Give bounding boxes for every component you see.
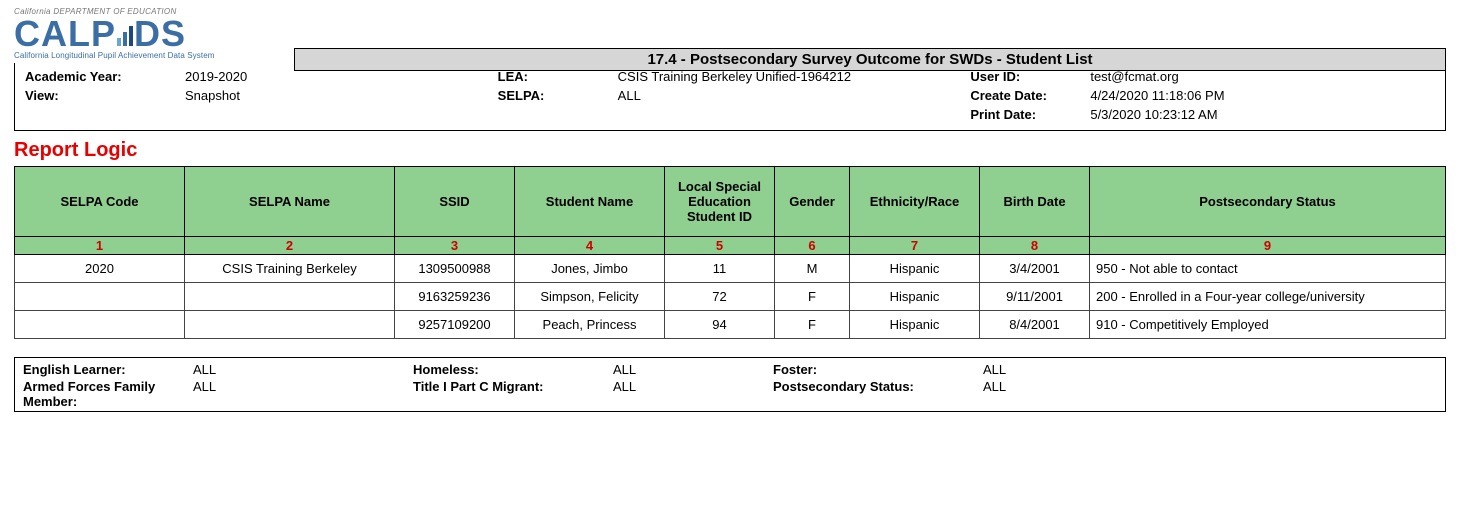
col-number: 1 xyxy=(15,237,185,255)
filter-key: Title I Part C Migrant: xyxy=(413,379,613,409)
student-list-table: SELPA Code SELPA Name SSID Student Name … xyxy=(14,166,1446,339)
cell-gender: F xyxy=(775,283,850,311)
meta-value: ALL xyxy=(618,88,641,103)
cell-local-id: 11 xyxy=(665,255,775,283)
cell-birthdate: 3/4/2001 xyxy=(980,255,1090,283)
meta-value: test@fcmat.org xyxy=(1090,69,1178,84)
cell-status: 200 - Enrolled in a Four-year college/un… xyxy=(1090,283,1446,311)
meta-value: 4/24/2020 11:18:06 PM xyxy=(1090,88,1224,103)
col-number: 5 xyxy=(665,237,775,255)
cell-status: 950 - Not able to contact xyxy=(1090,255,1446,283)
meta-value: 5/3/2020 10:23:12 AM xyxy=(1090,107,1217,122)
cell-student-name: Simpson, Felicity xyxy=(515,283,665,311)
table-number-row: 1 2 3 4 5 6 7 8 9 xyxy=(15,237,1446,255)
cell-ssid: 9163259236 xyxy=(395,283,515,311)
col-number: 8 xyxy=(980,237,1090,255)
col-number: 9 xyxy=(1090,237,1446,255)
cell-selpa-code xyxy=(15,283,185,311)
table-row: 2020 CSIS Training Berkeley 1309500988 J… xyxy=(15,255,1446,283)
cell-selpa-name xyxy=(185,283,395,311)
cell-student-name: Peach, Princess xyxy=(515,311,665,339)
cell-birthdate: 8/4/2001 xyxy=(980,311,1090,339)
cell-ssid: 1309500988 xyxy=(395,255,515,283)
filter-key: Homeless: xyxy=(413,362,613,377)
filter-value: ALL xyxy=(983,379,1093,409)
col-header: Ethnicity/Race xyxy=(850,167,980,237)
cell-status: 910 - Competitively Employed xyxy=(1090,311,1446,339)
section-heading: Report Logic xyxy=(14,139,1446,162)
meta-key: Create Date: xyxy=(970,88,1090,103)
col-header: SSID xyxy=(395,167,515,237)
logo-text-left: CALP xyxy=(14,13,116,54)
col-number: 4 xyxy=(515,237,665,255)
col-number: 3 xyxy=(395,237,515,255)
filter-summary: English Learner: ALL Homeless: ALL Foste… xyxy=(14,357,1446,412)
col-header: Student Name xyxy=(515,167,665,237)
filter-value: ALL xyxy=(613,362,773,377)
col-header: SELPA Name xyxy=(185,167,395,237)
cell-local-id: 72 xyxy=(665,283,775,311)
cell-ssid: 9257109200 xyxy=(395,311,515,339)
filter-value: ALL xyxy=(193,362,413,377)
col-number: 7 xyxy=(850,237,980,255)
cell-ethnicity: Hispanic xyxy=(850,311,980,339)
meta-key: Print Date: xyxy=(970,107,1090,122)
filter-key: English Learner: xyxy=(23,362,193,377)
cell-ethnicity: Hispanic xyxy=(850,255,980,283)
col-number: 2 xyxy=(185,237,395,255)
meta-key: User ID: xyxy=(970,69,1090,84)
meta-value: CSIS Training Berkeley Unified-1964212 xyxy=(618,69,851,84)
col-header: SELPA Code xyxy=(15,167,185,237)
meta-key: Academic Year: xyxy=(25,69,185,84)
filter-value: ALL xyxy=(193,379,413,409)
col-header: Birth Date xyxy=(980,167,1090,237)
cell-selpa-code xyxy=(15,311,185,339)
filter-value: ALL xyxy=(983,362,1093,377)
cell-selpa-code: 2020 xyxy=(15,255,185,283)
cell-birthdate: 9/11/2001 xyxy=(980,283,1090,311)
meta-key: View: xyxy=(25,88,185,103)
col-header: Postsecondary Status xyxy=(1090,167,1446,237)
report-title: 17.4 - Postsecondary Survey Outcome for … xyxy=(294,48,1446,71)
table-row: 9257109200 Peach, Princess 94 F Hispanic… xyxy=(15,311,1446,339)
col-header: Local Special Education Student ID xyxy=(665,167,775,237)
report-metadata: Academic Year:2019-2020 View:Snapshot LE… xyxy=(14,63,1446,131)
filter-key: Postsecondary Status: xyxy=(773,379,983,409)
calpads-logo: California DEPARTMENT OF EDUCATION CALPD… xyxy=(14,8,215,60)
col-number: 6 xyxy=(775,237,850,255)
filter-key: Armed Forces Family Member: xyxy=(23,379,193,409)
cell-selpa-name: CSIS Training Berkeley xyxy=(185,255,395,283)
filter-value: ALL xyxy=(613,379,773,409)
report-header: California DEPARTMENT OF EDUCATION CALPD… xyxy=(14,8,1446,61)
logo-bars-icon xyxy=(116,16,134,52)
meta-key: SELPA: xyxy=(498,88,618,103)
meta-value: Snapshot xyxy=(185,88,240,103)
logo-text-right: DS xyxy=(134,13,186,54)
table-row: 9163259236 Simpson, Felicity 72 F Hispan… xyxy=(15,283,1446,311)
meta-key: LEA: xyxy=(498,69,618,84)
cell-gender: M xyxy=(775,255,850,283)
cell-ethnicity: Hispanic xyxy=(850,283,980,311)
cell-local-id: 94 xyxy=(665,311,775,339)
cell-selpa-name xyxy=(185,311,395,339)
meta-value: 2019-2020 xyxy=(185,69,247,84)
filter-key: Foster: xyxy=(773,362,983,377)
cell-gender: F xyxy=(775,311,850,339)
table-header-row: SELPA Code SELPA Name SSID Student Name … xyxy=(15,167,1446,237)
cell-student-name: Jones, Jimbo xyxy=(515,255,665,283)
col-header: Gender xyxy=(775,167,850,237)
